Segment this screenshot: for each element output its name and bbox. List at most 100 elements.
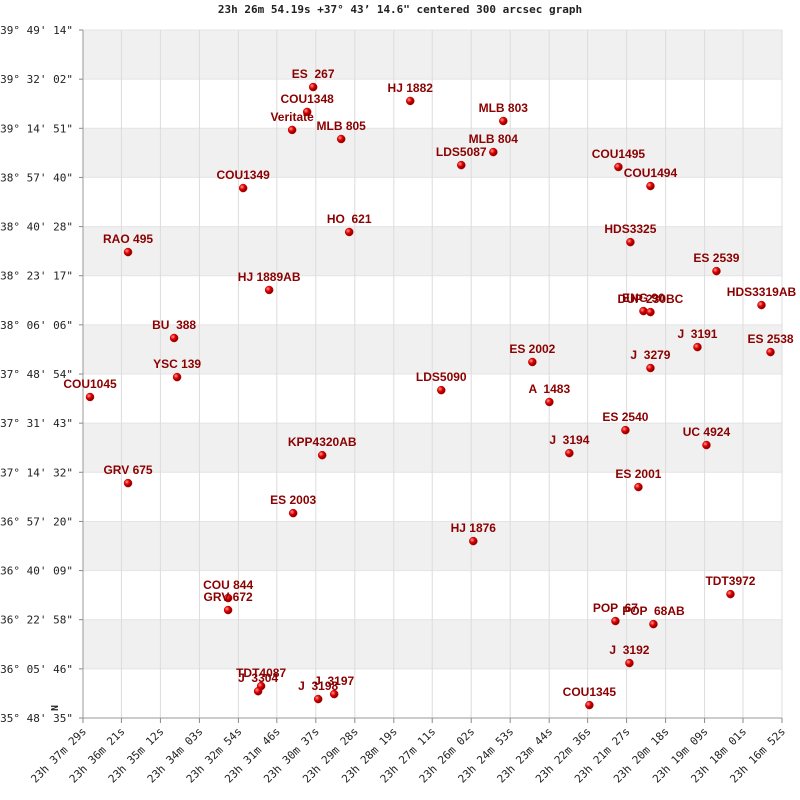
star (238, 183, 248, 193)
star (469, 536, 478, 546)
star-label: LDS5087 (436, 145, 487, 159)
star-label: ENG 90 (622, 291, 665, 305)
star (405, 96, 415, 106)
star-label: BU 388 (152, 318, 196, 332)
star-label: J 3194 (549, 433, 589, 447)
star (437, 385, 446, 395)
star-label: HJ 1889AB (238, 270, 301, 284)
star-label: TDT4087 (236, 666, 286, 680)
y-tick-label: +39° 32' 02" (0, 73, 73, 86)
star-label: Veritate (270, 110, 314, 124)
y-tick-label: +38° 40' 28" (0, 221, 73, 234)
star-label: ES 267 (292, 67, 335, 81)
y-tick-label: +37° 48' 54" (0, 368, 73, 381)
star-label: ES 2002 (509, 342, 555, 356)
star-label: POP 68AB (622, 604, 685, 618)
y-tick-label: +35° 48' 35" (0, 712, 73, 725)
star-label: GRV 672 (204, 590, 253, 604)
star-label: DUP 230BC (618, 292, 684, 306)
y-tick-label: +39° 14' 51" (0, 122, 73, 135)
star-label: ES 2539 (693, 251, 739, 265)
y-tick-label: +37° 31' 43" (0, 417, 73, 430)
star-label: GRV 675 (103, 463, 152, 477)
star-label: MLB 803 (479, 101, 529, 115)
star (457, 160, 466, 170)
star-label: HDS3325 (604, 222, 656, 236)
star (757, 300, 766, 310)
star (626, 237, 635, 247)
star (253, 686, 263, 696)
star (649, 619, 658, 629)
star-label: KPP4320AB (288, 435, 357, 449)
star (639, 306, 648, 316)
star (288, 508, 298, 518)
star-label: COU 844 (203, 578, 253, 592)
star-label: J 3197 (314, 674, 354, 688)
star (712, 266, 721, 276)
chart-title: 23h 26m 54.19s +37° 43’ 14.6" centered 3… (218, 3, 582, 16)
plot-background (82, 29, 783, 719)
star-label: J 3279 (630, 348, 670, 362)
star (329, 689, 339, 699)
star-label: COU1494 (624, 166, 678, 180)
star-label: A 1483 (529, 382, 571, 396)
star-label: UC 4924 (683, 425, 731, 439)
star (565, 448, 574, 458)
star (223, 593, 233, 603)
star-label: J 3191 (677, 327, 717, 341)
star-label: ES 2003 (270, 493, 316, 507)
star (693, 342, 702, 352)
star (336, 134, 346, 144)
star (302, 107, 312, 117)
compass-label: N (50, 705, 61, 711)
star (264, 285, 274, 295)
star-label: COU1348 (280, 92, 334, 106)
y-tick-label: +38° 23' 17" (0, 270, 73, 283)
star-label: HO 621 (327, 212, 372, 226)
star (646, 363, 655, 373)
star (344, 227, 354, 237)
star (123, 478, 133, 488)
star (172, 372, 182, 382)
star (499, 116, 508, 126)
star-label: HJ 1876 (451, 521, 497, 535)
star (317, 450, 327, 460)
y-tick-label: +36° 05' 46" (0, 663, 73, 676)
star-label: COU1495 (592, 147, 646, 161)
star-label: MLB 804 (469, 132, 519, 146)
star-label: J 3192 (609, 643, 649, 657)
star (625, 658, 634, 668)
star (308, 82, 318, 92)
star (646, 181, 655, 191)
star (313, 694, 323, 704)
star-label: YSC 139 (153, 357, 201, 371)
star (702, 440, 711, 450)
star (611, 616, 620, 626)
star (123, 247, 133, 257)
star (545, 397, 554, 407)
star-label: COU1349 (216, 168, 270, 182)
star (634, 482, 643, 492)
star-label: ES 2538 (748, 332, 794, 346)
star (223, 605, 233, 615)
star (726, 589, 735, 599)
star-label: COU1045 (63, 377, 117, 391)
star (621, 425, 630, 435)
star-label: TDT3972 (705, 574, 755, 588)
star-label: MLB 805 (317, 119, 367, 133)
star (169, 333, 179, 343)
star-label: ES 2001 (615, 467, 661, 481)
star (585, 700, 594, 710)
star (646, 307, 655, 317)
y-tick-label: +37° 14' 32" (0, 466, 73, 479)
star (85, 392, 95, 402)
star-label: HJ 1882 (388, 81, 434, 95)
y-tick-label: +39° 49' 14" (0, 24, 73, 37)
star-label: COU1345 (563, 685, 617, 699)
star-label: RAO 495 (103, 232, 153, 246)
star-label: J 3198 (298, 679, 338, 693)
star-label: J 3304 (238, 671, 278, 685)
star-label: ES 2540 (602, 410, 648, 424)
star-label: HDS3319AB (727, 285, 797, 299)
